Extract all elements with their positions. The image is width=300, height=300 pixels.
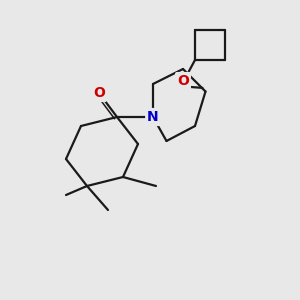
Text: N: N (147, 110, 159, 124)
Text: O: O (93, 86, 105, 100)
Text: O: O (177, 74, 189, 88)
